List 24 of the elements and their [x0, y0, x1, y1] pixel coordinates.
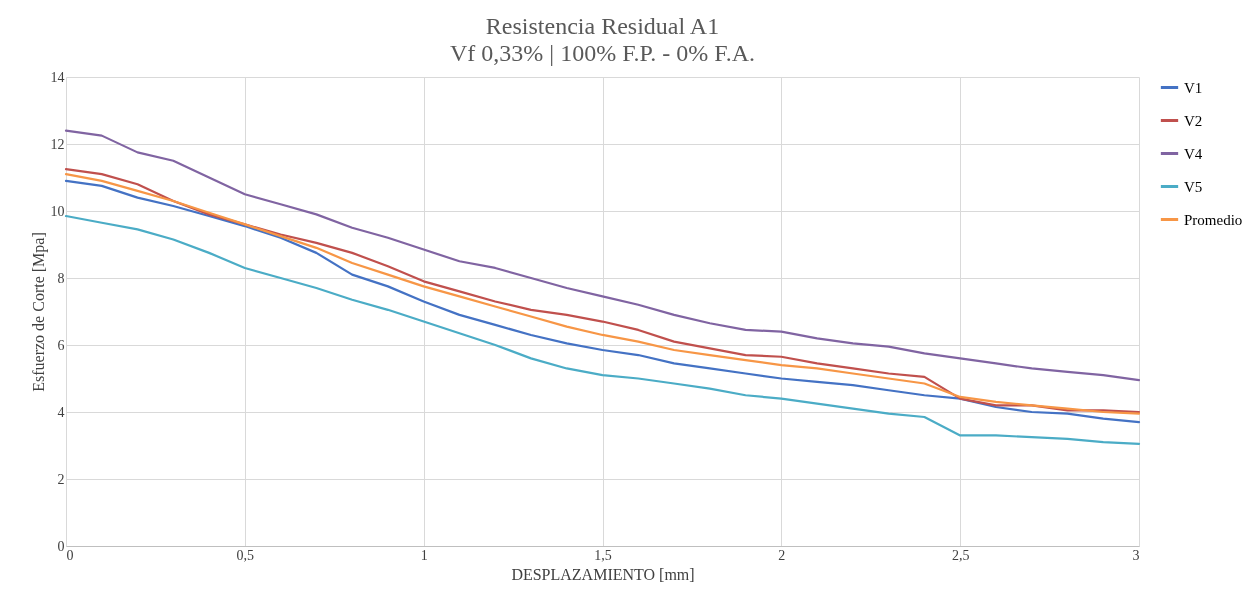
legend-label: V4	[1184, 145, 1203, 162]
line-series	[64, 214, 1141, 445]
y-tick-label: 12	[50, 136, 65, 152]
legend-label: V5	[1184, 178, 1203, 195]
y-tick-label: 4	[57, 404, 65, 420]
chart-title: Resistencia Residual A1	[485, 13, 720, 39]
x-tick-label: 1	[420, 547, 428, 563]
y-tick-label: 8	[57, 270, 65, 286]
x-tick-label: 2,5	[951, 547, 970, 563]
x-tick-label: 1,5	[594, 547, 612, 563]
legend-label: V2	[1184, 112, 1203, 129]
y-tick-label: 2	[57, 471, 65, 487]
y-tick-label: 6	[57, 337, 65, 353]
x-tick-label: 2	[778, 547, 786, 563]
y-tick-label: 10	[50, 203, 65, 219]
x-axis-title: DESPLAZAMIENTO [mm]	[511, 565, 695, 583]
legend-label: V1	[1184, 79, 1203, 96]
chart-subtitle: Vf 0,33% | 100% F.P. - 0% F.A.	[450, 40, 755, 66]
y-axis-title: Esfuerzo de Corte [Mpa]	[29, 232, 48, 392]
legend-label: Promedio	[1184, 211, 1243, 228]
y-tick-label: 14	[50, 69, 65, 85]
x-tick-label: 3	[1132, 547, 1140, 563]
x-tick-label: 0,5	[236, 547, 255, 563]
line-series	[64, 129, 1141, 382]
